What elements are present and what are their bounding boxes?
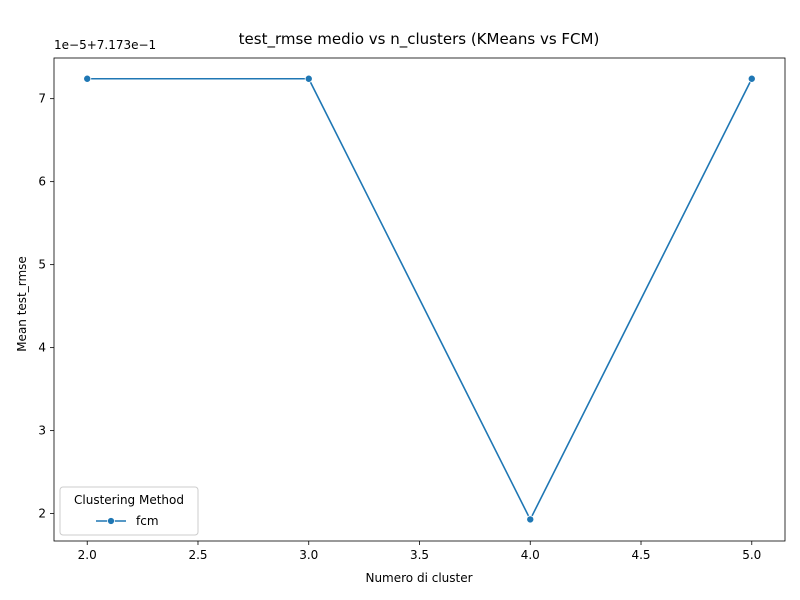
x-tick-label: 5.0 — [742, 548, 761, 562]
x-tick-label: 3.5 — [410, 548, 429, 562]
legend-marker — [107, 517, 115, 525]
y-tick-label: 6 — [38, 175, 46, 189]
data-point-fcm — [526, 515, 535, 524]
y-axis-label: Mean test_rmse — [15, 256, 29, 352]
legend-box — [59, 486, 199, 536]
data-point-fcm — [747, 74, 756, 83]
x-tick-label: 2.0 — [78, 548, 97, 562]
plot-area — [83, 74, 756, 524]
series-line-fcm — [87, 77, 753, 521]
y-tick-label: 2 — [38, 507, 46, 521]
legend-title: Clustering Method — [74, 493, 184, 507]
x-tick-label: 4.0 — [521, 548, 540, 562]
x-tick-label: 4.5 — [631, 548, 650, 562]
x-tick-label: 3.0 — [299, 548, 318, 562]
y-tick-label: 5 — [38, 258, 46, 272]
legend: Clustering Method fcm — [59, 486, 199, 536]
x-axis: 2.0 2.5 3.0 3.5 4.0 4.5 5.0 — [78, 541, 761, 562]
y-tick-label: 3 — [38, 424, 46, 438]
y-offset-text: 1e−5+7.173e−1 — [54, 38, 156, 52]
y-axis: 2 3 4 5 6 7 — [38, 92, 54, 521]
data-point-fcm — [83, 74, 92, 83]
data-point-fcm — [304, 74, 313, 83]
x-tick-label: 2.5 — [188, 548, 207, 562]
y-tick-label: 7 — [38, 92, 46, 106]
x-axis-label: Numero di cluster — [365, 571, 472, 585]
y-tick-label: 4 — [38, 341, 46, 355]
chart-title: test_rmse medio vs n_clusters (KMeans vs… — [239, 30, 600, 49]
legend-label-fcm: fcm — [136, 514, 159, 528]
